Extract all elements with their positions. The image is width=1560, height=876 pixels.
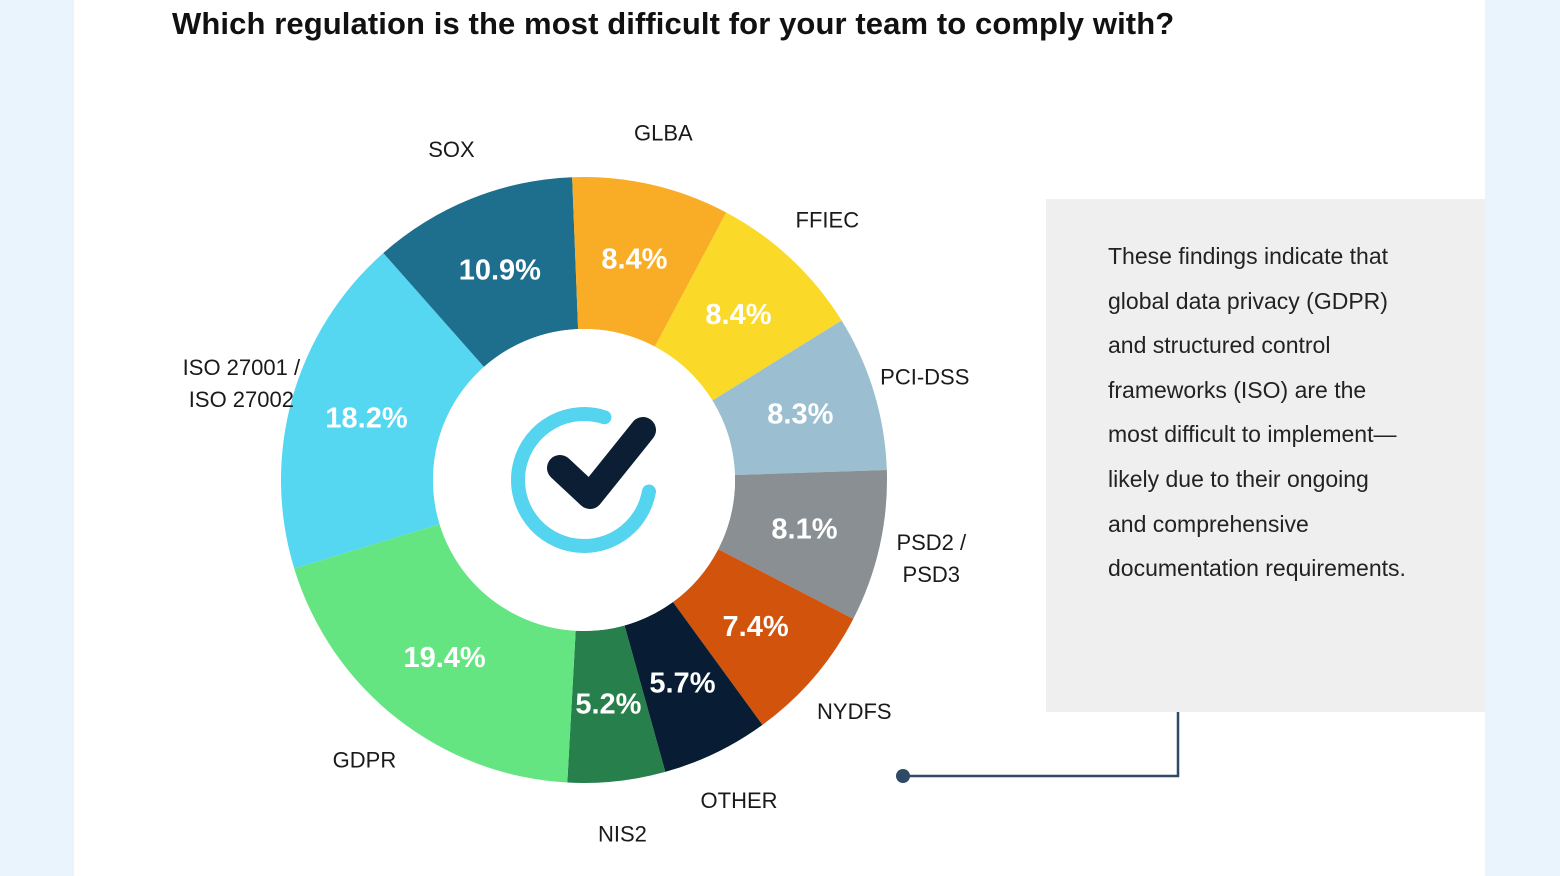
donut-slices <box>280 177 887 783</box>
slice-category-labels: ISO 27001 /ISO 27002 SOX GLBA FFIEC PCI-DSS P… <box>183 120 970 846</box>
slice-nis2 <box>567 625 666 783</box>
connector-dot <box>896 769 910 783</box>
value-label-ffiec: 8.4% <box>705 299 771 331</box>
check-mark <box>547 417 656 509</box>
category-label-iso-27001-iso-27002: ISO 27001 /ISO 27002 <box>183 355 301 412</box>
category-label-glba: GLBA <box>634 120 693 145</box>
value-label-nis2: 5.2% <box>575 689 641 721</box>
check-ring <box>511 407 656 553</box>
value-label-gdpr: 19.4% <box>403 642 485 674</box>
slice-ffiec <box>654 212 842 401</box>
value-label-glba: 8.4% <box>601 244 667 276</box>
slice-value-labels: 18.2% 10.9% 8.4% 8.4% 8.3% 8.1% 7.4%5.7%5.2% 19… <box>325 244 837 721</box>
value-label-pci-dss: 8.3% <box>767 399 833 431</box>
slice-glba <box>572 177 727 347</box>
findings-note-box <box>1046 199 1485 712</box>
slice-psd2-psd3 <box>718 470 887 619</box>
category-label-nydfs: NYDFS <box>817 699 892 724</box>
value-label-sox: 10.9% <box>459 254 541 286</box>
category-label-pci-dss: PCI-DSS <box>880 364 969 389</box>
checkmark-circle-icon <box>511 407 656 553</box>
category-label-ffiec: FFIEC <box>796 208 860 233</box>
value-label-nydfs: 7.4% <box>723 611 789 643</box>
value-label-other: 5.7% <box>649 667 715 699</box>
category-label-other: OTHER <box>701 788 778 813</box>
category-label-gdpr: GDPR <box>333 748 397 773</box>
findings-note-text: These findings indicate that global data… <box>1108 243 1406 582</box>
slice-sox <box>383 177 579 367</box>
slice-pci-dss <box>712 320 887 476</box>
value-label-iso-27001-iso-27002: 18.2% <box>325 403 407 435</box>
callout-connector <box>896 687 1180 783</box>
category-label-nis2: NIS2 <box>598 821 647 846</box>
slice-gdpr <box>294 524 576 783</box>
category-label-psd2-psd3: PSD2 /PSD3 <box>896 530 967 587</box>
slice-iso-27001-iso-27002 <box>280 252 484 569</box>
chart-title: Which regulation is the most difficult f… <box>172 6 1175 41</box>
connector-line <box>903 687 1180 778</box>
slice-other <box>624 602 763 772</box>
slice-nydfs <box>672 549 854 725</box>
category-label-sox: SOX <box>428 137 475 162</box>
value-label-psd2-psd3: 8.1% <box>771 514 837 546</box>
